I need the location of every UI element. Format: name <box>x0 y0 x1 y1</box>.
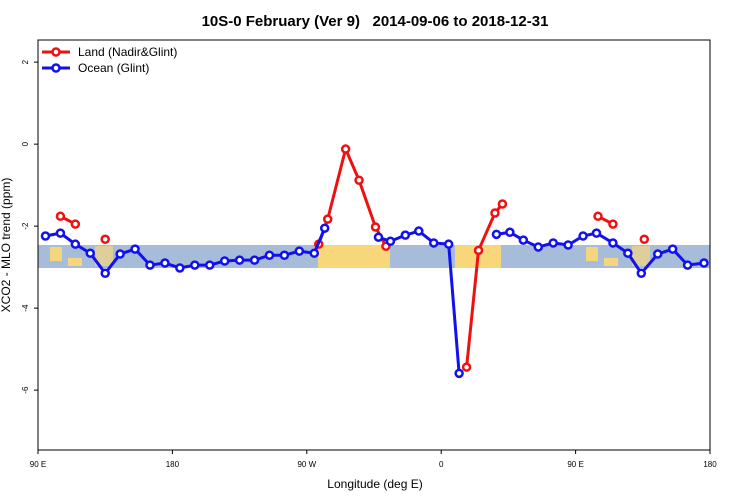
data-point <box>294 246 305 256</box>
chart-title: 10S-0 February (Ver 9) 2014-09-06 to 201… <box>202 13 549 30</box>
legend-label: Ocean (Glint) <box>78 61 149 75</box>
data-point <box>636 268 647 279</box>
data-point <box>55 211 66 222</box>
data-point <box>443 239 454 249</box>
data-point <box>145 260 155 270</box>
data-point <box>100 268 110 279</box>
data-point <box>373 232 384 242</box>
data-point <box>652 249 663 259</box>
plot-frame <box>37 39 711 451</box>
data-point <box>249 255 260 265</box>
data-point <box>70 239 81 249</box>
data-point <box>100 234 110 245</box>
data-point <box>85 248 96 258</box>
data-point <box>682 260 693 270</box>
data-point <box>623 248 633 258</box>
data-point <box>204 260 215 270</box>
data-point <box>578 231 588 241</box>
data-point <box>322 214 333 224</box>
data-point <box>264 250 275 260</box>
data-point <box>175 263 185 273</box>
legend-marker <box>51 47 61 57</box>
legend-label: Land (Nadir&Glint) <box>78 45 177 59</box>
data-point <box>490 208 500 218</box>
data-point <box>563 240 573 250</box>
data-point <box>699 258 709 268</box>
data-point <box>190 260 200 270</box>
x-tick-label: 90 E <box>567 460 583 469</box>
data-point <box>370 222 381 232</box>
data-point <box>319 223 330 233</box>
data-point <box>667 244 678 254</box>
legend-marker <box>51 63 61 73</box>
x-tick-label: 180 <box>166 460 180 469</box>
data-point <box>385 236 396 247</box>
y-tick-label: 2 <box>21 59 30 64</box>
data-point <box>309 248 320 258</box>
y-axis-label: XCO2 - MLO trend (ppm) <box>0 178 13 313</box>
x-tick-label: 90 E <box>30 460 46 469</box>
data-point <box>461 362 472 372</box>
data-point <box>234 255 245 265</box>
data-point <box>354 175 364 185</box>
data-point <box>279 250 290 260</box>
y-tick-label: 0 <box>21 141 30 146</box>
y-tick-label: -6 <box>21 386 30 394</box>
data-point <box>608 238 618 248</box>
x-tick-label: 0 <box>439 460 444 469</box>
data-point <box>115 249 125 259</box>
data-point <box>593 211 603 222</box>
data-point <box>454 368 464 379</box>
data-point <box>55 228 66 238</box>
data-point <box>70 219 81 229</box>
data-point <box>533 242 544 252</box>
data-point <box>160 258 170 268</box>
data-point <box>505 227 515 238</box>
data-point <box>608 219 618 229</box>
data-point <box>130 244 140 254</box>
data-point <box>497 199 508 209</box>
y-tick-label: -4 <box>21 304 30 312</box>
data-point <box>491 229 502 240</box>
data-point <box>473 245 484 256</box>
x-tick-label: 180 <box>703 460 717 469</box>
data-point <box>518 235 529 245</box>
series-line <box>465 203 504 368</box>
x-tick-label: 90 W <box>297 460 316 469</box>
data-point <box>340 144 351 154</box>
data-point <box>428 238 439 248</box>
data-point <box>40 231 51 241</box>
data-point <box>548 238 558 248</box>
data-point <box>414 226 424 236</box>
x-axis-label: Longitude (deg E) <box>327 477 422 491</box>
data-point <box>219 256 230 266</box>
data-point <box>591 228 602 238</box>
y-tick-label: -2 <box>21 222 30 230</box>
data-point <box>400 230 411 240</box>
data-point <box>639 234 650 245</box>
